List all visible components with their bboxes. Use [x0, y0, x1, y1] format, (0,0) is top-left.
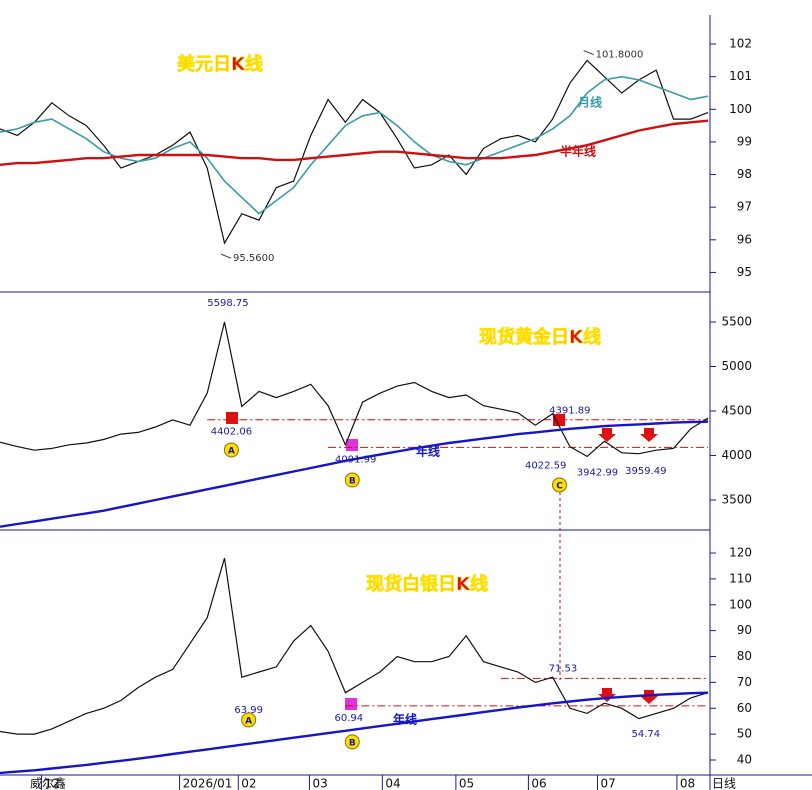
marker-circle — [344, 472, 360, 488]
annotation: 54.74 — [632, 729, 661, 740]
annotation: 3959.49 — [625, 466, 666, 477]
series-name: 半年线 — [560, 144, 596, 159]
chart-title: 现货黄金日K线 — [479, 326, 601, 348]
marker-square — [226, 412, 238, 424]
marker-circle — [223, 442, 239, 458]
annotation-leader — [220, 253, 232, 259]
marker-circle — [241, 712, 257, 728]
x-tick-label: 07 — [600, 777, 615, 790]
y-tick-label: 99 — [737, 134, 752, 148]
annotation: 60.94 — [334, 713, 363, 724]
annotation: 4402.06 — [211, 427, 252, 438]
y-tick-label: 101 — [729, 69, 752, 83]
annotation: 71.53 — [549, 663, 578, 674]
x-tick-label: 03 — [312, 777, 327, 790]
marker-label: B — [349, 476, 356, 486]
y-tick-label: 50 — [737, 727, 752, 741]
chart-title: 美元日K线 — [177, 53, 263, 75]
x-tick-label: 08 — [680, 777, 695, 790]
annotation: 5598.75 — [207, 298, 248, 309]
x-tick-label: 04 — [385, 777, 400, 790]
annotation-leader — [583, 50, 594, 56]
marker-square — [346, 439, 358, 451]
annotation: 4091.99 — [335, 454, 376, 465]
y-tick-label: 120 — [729, 546, 752, 560]
arrow — [598, 688, 616, 702]
y-tick-label: 4500 — [721, 404, 752, 418]
y-tick-label: 90 — [737, 623, 752, 637]
x-tick-label: 2026/01 — [183, 777, 233, 790]
y-tick-label: 70 — [737, 675, 752, 689]
marker-label: A — [228, 446, 235, 456]
annotation: 95.5600 — [233, 253, 274, 264]
series-line — [0, 691, 709, 775]
y-tick-label: 3500 — [721, 493, 752, 507]
annotation: 63.99 — [234, 705, 263, 716]
marker-square — [345, 698, 357, 710]
y-tick-label: 100 — [729, 102, 752, 116]
source: 威尔鑫 — [30, 776, 66, 790]
annotation: 3942.99 — [577, 468, 618, 479]
marker-square — [553, 414, 565, 426]
series-line — [0, 59, 709, 245]
chart-title: 现货白银日K线 — [366, 573, 488, 595]
y-tick-label: 4000 — [721, 448, 752, 462]
x-tick-label: 02 — [241, 777, 256, 790]
period-label: 日线 — [712, 777, 736, 790]
marker-label: C — [556, 481, 563, 491]
marker-circle — [551, 477, 567, 493]
series-name: 月线 — [577, 95, 602, 110]
y-tick-label: 97 — [737, 200, 752, 214]
y-tick-label: 5000 — [721, 359, 752, 373]
y-tick-label: 102 — [729, 37, 752, 51]
arrow — [640, 690, 658, 704]
x-tick-label: 12 — [44, 777, 59, 790]
y-tick-label: 98 — [737, 167, 752, 181]
marker-label: B — [349, 738, 356, 748]
series-name: 年线 — [393, 712, 417, 727]
series-name: 年线 — [416, 444, 440, 459]
marker-label: A — [245, 716, 252, 726]
y-tick-label: 95 — [737, 265, 752, 279]
y-tick-label: 60 — [737, 701, 752, 715]
y-tick-label: 100 — [729, 597, 752, 611]
annotation: 4391.89 — [549, 406, 590, 417]
y-tick-label: 80 — [737, 649, 752, 663]
series-line — [0, 420, 709, 528]
annotation: 101.8000 — [596, 50, 644, 61]
arrow — [640, 428, 658, 442]
marker-circle — [344, 734, 360, 750]
y-tick-label: 96 — [737, 232, 752, 246]
series-line — [0, 558, 709, 735]
x-tick-label: 05 — [459, 777, 474, 790]
arrow — [598, 428, 616, 442]
annotation: 4022.59 — [525, 460, 566, 471]
series-line — [0, 321, 709, 458]
y-tick-label: 110 — [729, 571, 752, 585]
y-tick-label: 5500 — [721, 314, 752, 328]
x-tick-label: 06 — [531, 777, 546, 790]
series-line — [0, 119, 709, 166]
y-tick-label: 40 — [737, 752, 752, 766]
